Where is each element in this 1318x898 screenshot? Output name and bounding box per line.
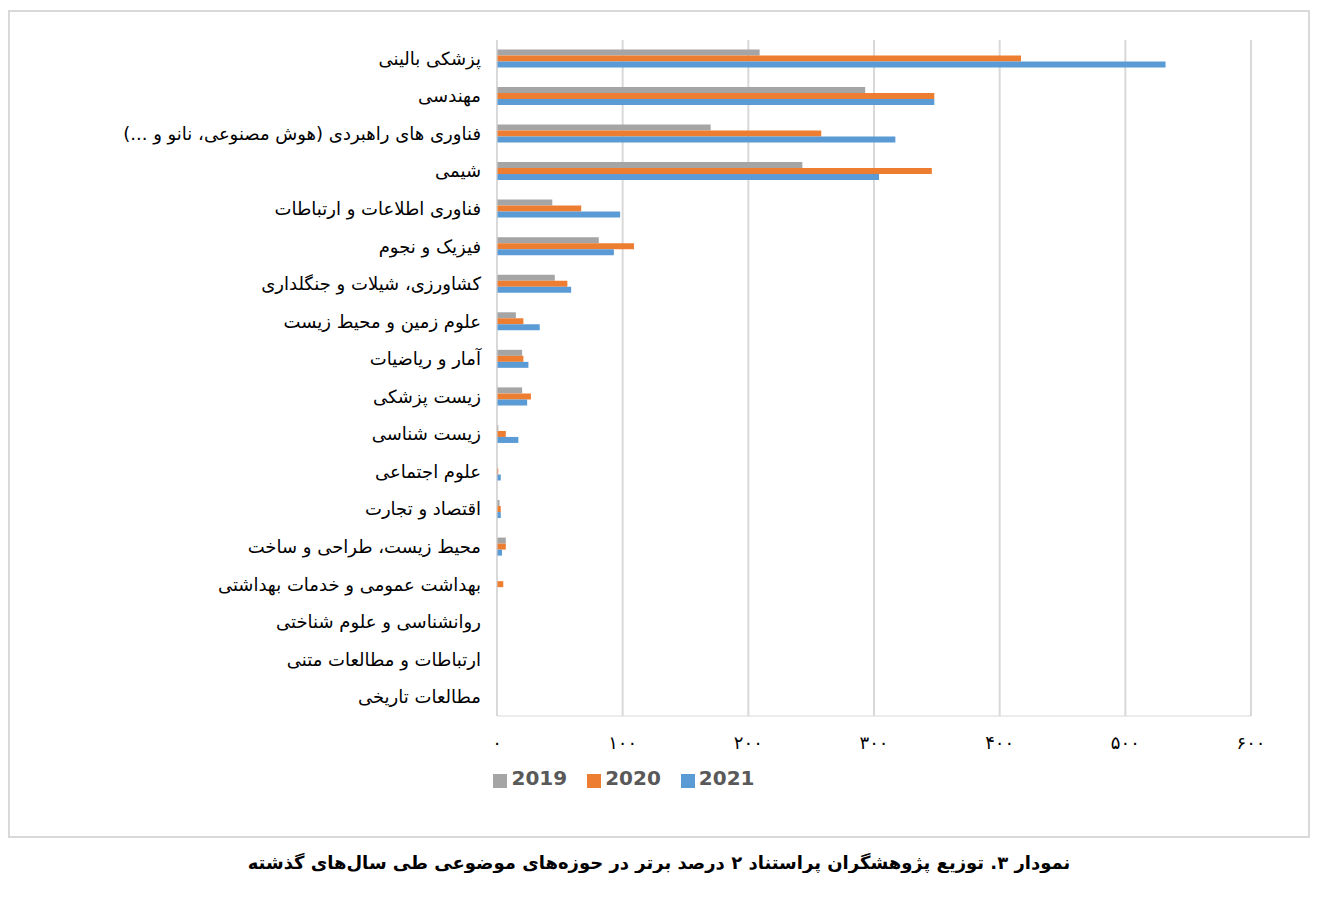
svg-text:کشاورزی، شیلات و جنگلداری: کشاورزی، شیلات و جنگلداری [261, 273, 481, 295]
svg-text:۴۰۰: ۴۰۰ [985, 732, 1014, 753]
html-text:2019: 2019 [511, 766, 568, 790]
svg-text:۰: ۰ [492, 732, 502, 753]
html-text:نمودار ۳. توزیع پژوهشگران پراس: نمودار ۳. توزیع پژوهشگران پراستناد ۲ درص… [247, 852, 1071, 873]
svg-text:۵۰۰: ۵۰۰ [1111, 732, 1140, 753]
html-text:2021: 2021 [698, 766, 755, 790]
svg-text:فیزیک و نجوم: فیزیک و نجوم [379, 236, 481, 258]
svg-text:۳۰۰: ۳۰۰ [859, 732, 888, 753]
svg-text:۱۰۰: ۱۰۰ [608, 732, 637, 753]
svg-text:زیست پزشکی: زیست پزشکی [373, 386, 481, 408]
svg-text:علوم اجتماعی: علوم اجتماعی [375, 461, 481, 483]
svg-text:بهداشت عمومی و خدمات بهداشتی: بهداشت عمومی و خدمات بهداشتی [218, 574, 481, 596]
html-text:2020: 2020 [605, 766, 661, 790]
svg-text:آمار و ریاضیات: آمار و ریاضیات [370, 347, 482, 370]
svg-text:محیط زیست، طراحی و ساخت: محیط زیست، طراحی و ساخت [248, 536, 481, 558]
svg-text:ارتباطات و مطالعات متنی: ارتباطات و مطالعات متنی [287, 649, 481, 671]
svg-text:۲۰۰: ۲۰۰ [734, 732, 763, 753]
svg-text:پزشکی بالینی: پزشکی بالینی [378, 48, 481, 70]
svg-text:۶۰۰: ۶۰۰ [1236, 732, 1265, 753]
svg-text:روانشناسی و علوم شناختی: روانشناسی و علوم شناختی [276, 611, 481, 633]
svg-text:شیمی: شیمی [435, 160, 481, 181]
svg-text:فناوری اطلاعات و ارتباطات: فناوری اطلاعات و ارتباطات [275, 198, 481, 220]
svg-text:علوم زمین و محیط زیست: علوم زمین و محیط زیست [284, 311, 481, 333]
svg-text:مطالعات تاریخی: مطالعات تاریخی [358, 686, 481, 707]
svg-text:زیست شناسی: زیست شناسی [372, 423, 481, 444]
svg-text:مهندسی: مهندسی [418, 85, 481, 107]
svg-text:فناوری های راهبردی (هوش مصنوعی: فناوری های راهبردی (هوش مصنوعی، نانو و .… [123, 123, 481, 145]
svg-text:اقتصاد و تجارت: اقتصاد و تجارت [365, 498, 481, 520]
